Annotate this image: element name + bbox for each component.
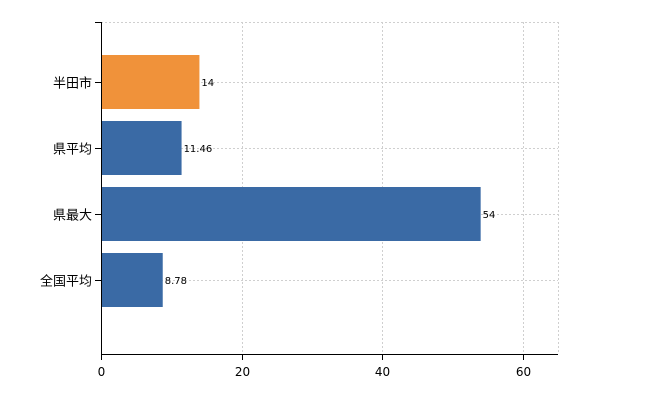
y-category-label: 県平均 xyxy=(53,143,92,158)
y-category-label: 県最大 xyxy=(53,209,92,224)
data-label: 8.78 xyxy=(165,276,187,287)
bar xyxy=(101,55,200,109)
y-category-label: 半田市 xyxy=(53,76,92,92)
bar xyxy=(101,121,182,175)
x-tick-label: 40 xyxy=(375,365,390,379)
bar xyxy=(101,187,481,241)
y-category-label: 全国平均 xyxy=(40,274,92,290)
x-tick-label: 60 xyxy=(516,365,531,379)
bar xyxy=(101,253,163,307)
data-label: 14 xyxy=(201,78,214,89)
x-tick-label: 0 xyxy=(98,365,106,379)
data-label: 11.46 xyxy=(184,144,213,155)
data-label: 54 xyxy=(483,210,496,221)
x-tick-label: 20 xyxy=(235,365,250,379)
